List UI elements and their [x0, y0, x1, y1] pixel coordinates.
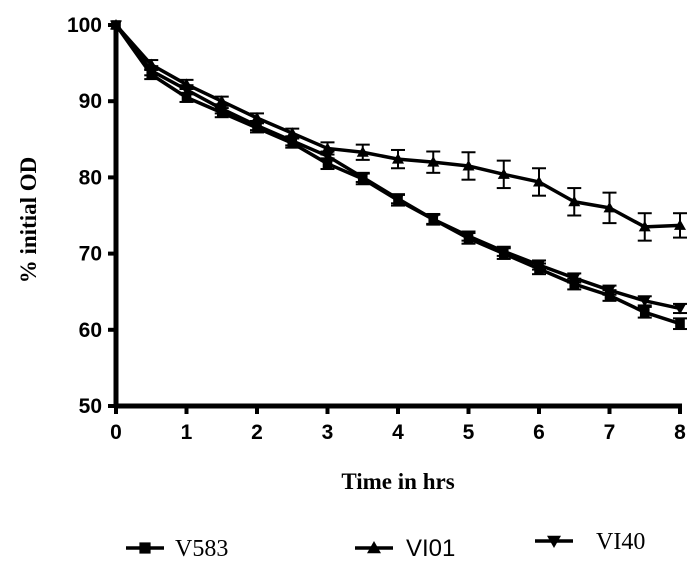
legend-swatch-marker [367, 541, 381, 554]
series-layer [110, 19, 687, 331]
legend-label: VI01 [406, 535, 455, 561]
x-tick-label: 0 [110, 421, 122, 444]
data-point [252, 123, 262, 133]
data-point [392, 153, 404, 164]
data-point [216, 107, 227, 118]
x-tick-label: 3 [322, 421, 334, 444]
x-tick-label: 6 [533, 421, 545, 444]
data-point [180, 85, 193, 96]
data-point [322, 158, 333, 169]
data-point [534, 264, 544, 274]
y-tick-label: 50 [79, 395, 102, 418]
data-point [357, 174, 368, 184]
x-axis-title: Time in hrs [341, 469, 454, 494]
legend-item-VI01: VI01 [355, 535, 455, 561]
data-point [638, 220, 651, 232]
axes [113, 23, 682, 409]
x-tick-label: 2 [251, 421, 263, 444]
y-tick-label: 100 [67, 14, 102, 37]
data-point [603, 201, 616, 213]
y-axis-ticks: 50 60 70 80 90 100 [67, 14, 116, 418]
series-VI01 [110, 19, 687, 242]
legend-label: VI40 [596, 529, 645, 555]
x-tick-label: 8 [674, 421, 686, 444]
data-point [287, 138, 298, 148]
data-point [181, 92, 192, 103]
data-point [638, 296, 651, 307]
legend-item-VI40: VI40 [535, 529, 645, 555]
data-point [675, 318, 685, 329]
data-point [569, 279, 580, 289]
x-tick-label: 4 [392, 421, 404, 444]
data-point [463, 233, 474, 244]
data-point [286, 127, 299, 138]
x-tick-label: 7 [604, 421, 616, 444]
x-tick-label: 5 [463, 421, 475, 444]
legend-swatch-marker [547, 535, 561, 548]
data-point [111, 20, 121, 30]
data-point [321, 151, 334, 163]
data-point [604, 290, 615, 301]
data-point [533, 175, 545, 187]
data-point [215, 95, 228, 106]
data-point [251, 111, 263, 123]
y-tick-label: 80 [79, 166, 102, 189]
data-point [428, 214, 439, 225]
x-tick-label: 1 [181, 421, 193, 444]
data-point [393, 195, 403, 206]
series-line [114, 23, 681, 326]
legend-swatch-marker [139, 542, 151, 554]
y-tick-label: 60 [79, 319, 102, 342]
data-point [427, 156, 440, 167]
data-point [356, 146, 369, 157]
y-tick-label: 70 [79, 243, 102, 266]
data-point [462, 159, 475, 171]
data-point [674, 219, 686, 230]
data-point [497, 168, 510, 179]
legend: V583 VI01 VI40 [126, 529, 645, 561]
series-V583 [111, 20, 687, 331]
data-point [674, 303, 686, 315]
data-point [498, 248, 509, 259]
x-axis-ticks: 0 1 2 3 4 5 6 7 8 [110, 406, 686, 444]
y-tick-label: 90 [79, 90, 102, 113]
data-point [321, 142, 334, 153]
y-axis-title: % initial OD [16, 157, 41, 284]
legend-item-V583: V583 [126, 536, 228, 561]
data-point [146, 69, 157, 80]
legend-label: V583 [175, 536, 228, 561]
data-point [639, 307, 650, 318]
data-point [568, 195, 581, 207]
